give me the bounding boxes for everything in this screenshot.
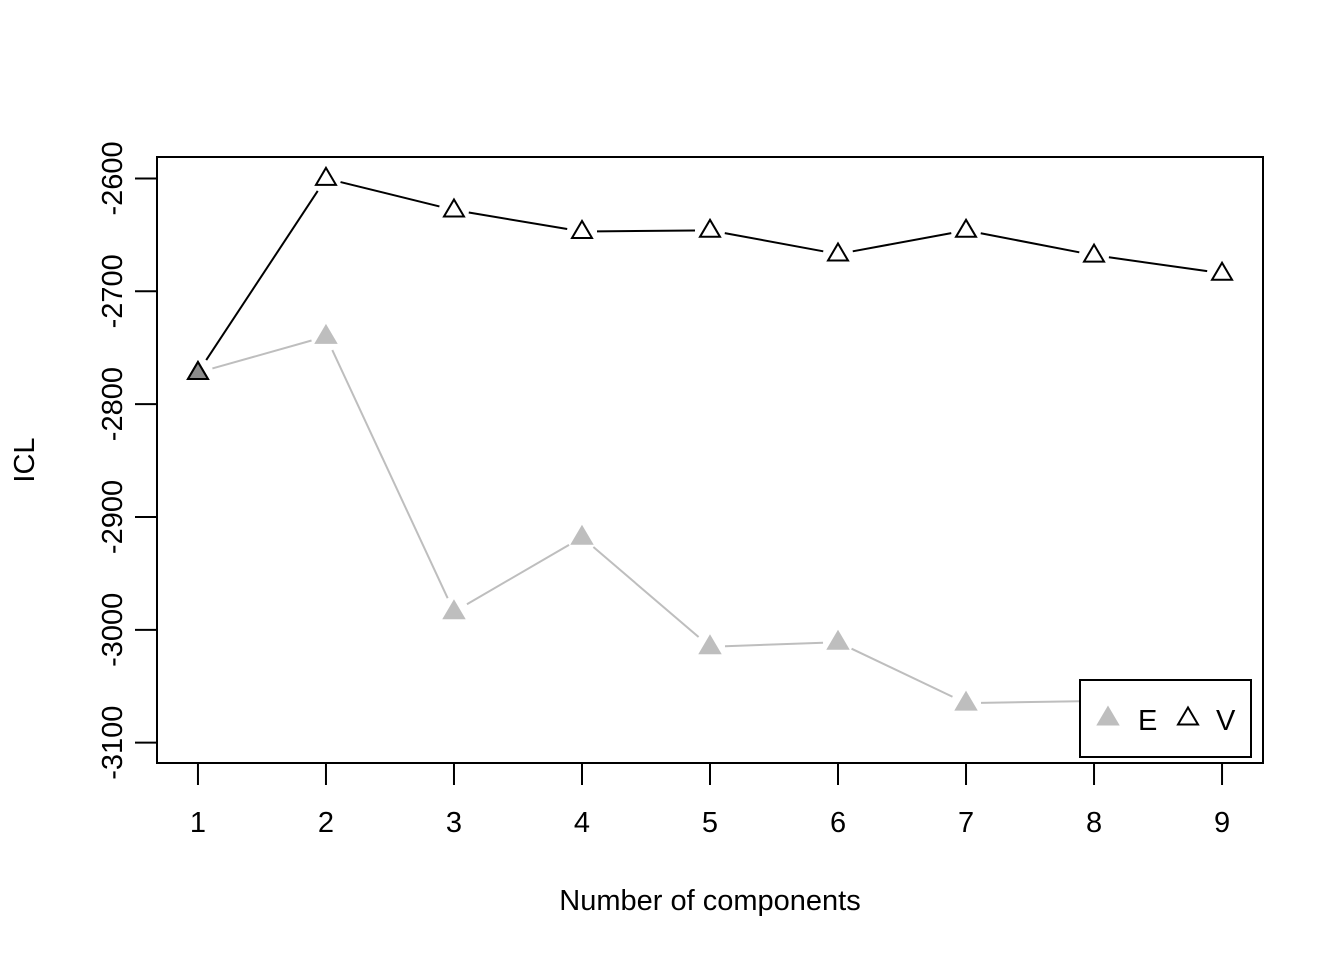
x-tick-label: 6: [830, 807, 846, 839]
data-point-V: [570, 218, 594, 239]
x-tick-label: 9: [1214, 807, 1230, 839]
series-E-segment: [592, 546, 700, 638]
series-V-segment: [852, 232, 952, 253]
y-tick-label: -3000: [97, 593, 129, 667]
legend-marker-V: [1176, 705, 1200, 726]
y-tick-label: -2700: [97, 254, 129, 328]
series-E-segment: [331, 349, 449, 599]
x-axis-title: Number of components: [559, 885, 860, 917]
x-tick-label: 7: [958, 807, 974, 839]
data-point-V: [314, 165, 338, 186]
series-V-segment: [980, 232, 1080, 254]
data-point-E: [954, 690, 978, 711]
y-tick-label: -2900: [97, 480, 129, 554]
series-V: [186, 165, 1234, 381]
y-tick-label: -2600: [97, 141, 129, 215]
y-axis: -2600 -2700 -2800 -2900 -3000 -3100: [97, 141, 158, 780]
data-point-overlap: [186, 360, 210, 381]
legend-label-V: V: [1216, 705, 1236, 737]
series-V-segment: [205, 190, 319, 361]
data-point-V: [1210, 260, 1234, 281]
y-axis-title: ICL: [9, 437, 41, 482]
x-tick-label: 8: [1086, 807, 1102, 839]
legend-label-E: E: [1138, 705, 1157, 737]
series-E-segment: [980, 700, 1080, 704]
x-axis: 1 2 3 4 5 6 7 8 9: [190, 762, 1230, 839]
data-point-E: [826, 629, 850, 650]
series-E-segment: [466, 543, 570, 606]
data-point-E: [442, 599, 466, 620]
series-layer: [186, 165, 1234, 711]
data-point-E: [698, 634, 722, 655]
data-point-E: [570, 524, 594, 545]
series-V-segment: [724, 232, 824, 253]
x-tick-label: 1: [190, 807, 206, 839]
legend-marker-E: [1096, 705, 1120, 726]
series-V-segment: [468, 211, 568, 230]
y-tick-label: -3100: [97, 706, 129, 780]
series-E-segment: [851, 647, 953, 698]
y-tick-label: -2800: [97, 367, 129, 441]
x-tick-label: 2: [318, 807, 334, 839]
series-V-segment: [596, 229, 696, 233]
data-point-V: [442, 197, 466, 218]
x-tick-label: 5: [702, 807, 718, 839]
data-point-V: [698, 217, 722, 238]
data-point-E: [314, 323, 338, 344]
series-V-segment: [340, 181, 440, 208]
data-point-V: [954, 217, 978, 238]
data-point-V: [1082, 242, 1106, 263]
series-E-segment: [212, 339, 312, 370]
series-E: [186, 323, 1106, 711]
x-tick-label: 4: [574, 807, 590, 839]
x-tick-label: 3: [446, 807, 462, 839]
data-point-V: [826, 241, 850, 262]
series-V-segment: [1108, 256, 1208, 273]
series-E-segment: [724, 641, 824, 648]
